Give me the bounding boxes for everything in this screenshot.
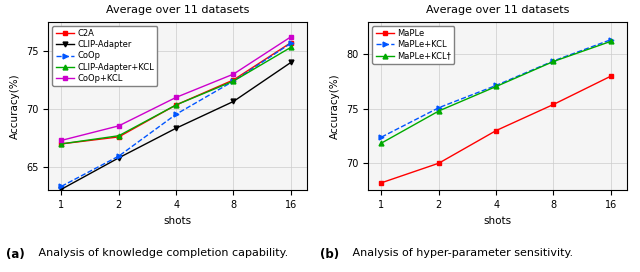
MaPLe: [550, 103, 557, 106]
C2A: [115, 135, 123, 138]
MaPLe+KCL†: [492, 85, 500, 88]
Line: CoOp+KCL: CoOp+KCL: [59, 35, 293, 143]
MaPLe: [435, 162, 443, 165]
C2A: [172, 103, 180, 107]
CLIP-Adapter+KCL: [172, 103, 180, 107]
X-axis label: shots: shots: [484, 216, 511, 226]
CLIP-Adapter+KCL: [287, 46, 294, 49]
MaPLe: [492, 129, 500, 132]
Text: Analysis of knowledge completion capability.: Analysis of knowledge completion capabil…: [35, 248, 289, 258]
MaPLe+KCL†: [378, 141, 385, 145]
MaPLe+KCL†: [607, 40, 614, 43]
MaPLe+KCL: [492, 84, 500, 87]
CLIP-Adapter: [230, 100, 237, 103]
CoOp: [287, 42, 294, 45]
CoOp+KCL: [172, 96, 180, 99]
CoOp+KCL: [115, 124, 123, 128]
MaPLe: [607, 75, 614, 78]
CoOp+KCL: [58, 139, 65, 142]
CoOp: [230, 79, 237, 83]
X-axis label: shots: shots: [164, 216, 191, 226]
Text: (a): (a): [6, 248, 25, 261]
Line: MaPLe+KCL: MaPLe+KCL: [379, 37, 613, 140]
MaPLe+KCL†: [550, 60, 557, 63]
CLIP-Adapter+KCL: [115, 134, 123, 137]
Title: Average over 11 datasets: Average over 11 datasets: [426, 5, 570, 16]
Line: C2A: C2A: [59, 40, 293, 146]
MaPLe+KCL: [435, 106, 443, 109]
CLIP-Adapter: [287, 61, 294, 64]
MaPLe+KCL: [378, 135, 385, 139]
Line: MaPLe: MaPLe: [379, 74, 613, 185]
MaPLe+KCL: [550, 59, 557, 63]
C2A: [58, 142, 65, 146]
CLIP-Adapter: [115, 156, 123, 159]
Line: MaPLe+KCL†: MaPLe+KCL†: [379, 39, 613, 146]
CoOp: [115, 154, 123, 158]
MaPLe+KCL†: [435, 109, 443, 113]
Line: CLIP-Adapter+KCL: CLIP-Adapter+KCL: [59, 45, 293, 146]
Title: Average over 11 datasets: Average over 11 datasets: [106, 5, 250, 16]
C2A: [230, 78, 237, 82]
Y-axis label: Accuracy(%): Accuracy(%): [330, 73, 340, 139]
Legend: C2A, CLIP-Adapter, CoOp, CLIP-Adapter+KCL, CoOp+KCL: C2A, CLIP-Adapter, CoOp, CLIP-Adapter+KC…: [52, 26, 157, 86]
CLIP-Adapter: [58, 188, 65, 191]
MaPLe+KCL: [607, 38, 614, 41]
CoOp: [172, 113, 180, 116]
CLIP-Adapter: [172, 126, 180, 130]
CLIP-Adapter+KCL: [230, 79, 237, 83]
CoOp+KCL: [230, 72, 237, 76]
Y-axis label: Accuracy(%): Accuracy(%): [10, 73, 20, 139]
Text: Analysis of hyper-parameter sensitivity.: Analysis of hyper-parameter sensitivity.: [349, 248, 573, 258]
Legend: MaPLe, MaPLe+KCL, MaPLe+KCL†: MaPLe, MaPLe+KCL, MaPLe+KCL†: [372, 26, 454, 64]
CLIP-Adapter+KCL: [58, 142, 65, 146]
C2A: [287, 41, 294, 44]
Line: CLIP-Adapter: CLIP-Adapter: [59, 60, 293, 192]
CoOp: [58, 185, 65, 188]
MaPLe: [378, 181, 385, 184]
CoOp+KCL: [287, 35, 294, 39]
Line: CoOp: CoOp: [59, 41, 293, 189]
Text: (b): (b): [320, 248, 339, 261]
